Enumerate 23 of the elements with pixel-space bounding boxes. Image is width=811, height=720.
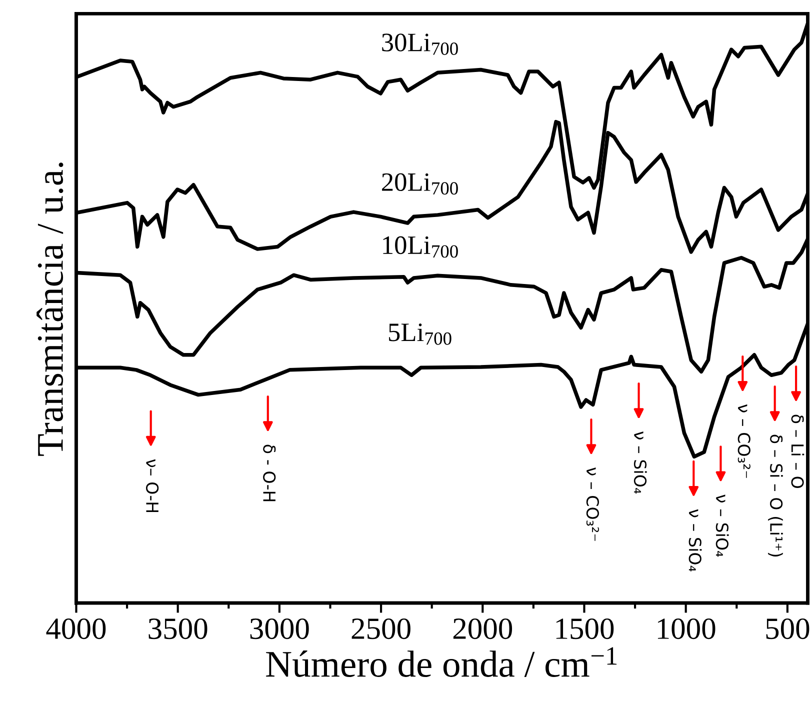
x-tick-label: 1000 [658,618,716,640]
x-tick-label: 2000 [453,618,512,640]
annotation: ν – SiO₄ [716,494,729,557]
annotation: ν – SiO₄ [688,509,702,572]
x-tick-label: 2500 [352,618,410,640]
series-label: 5Li$_{700}$ [388,324,452,345]
annotation: ν– O-H [146,459,159,512]
x-tick-label: 1500 [556,618,614,640]
x-axis-title: Número de onda / cm$^{−1}$ [266,647,617,677]
annotation: δ - O-H [263,444,276,502]
x-tick-label: 500 [766,618,810,640]
annotation: δ – Li – O [791,414,804,488]
x-tick-label: 3500 [148,618,208,640]
x-tick-label: 4000 [46,618,106,640]
series-label: 10Li$_{700}$ [383,236,458,258]
series-label: 30Li$_{700}$ [382,34,458,55]
annotation: ν – CO₃²⁻ [738,404,750,478]
annotation: ν – CO₃²⁻ [586,467,599,541]
y-axis-title: Transmitância / u.a. [36,162,64,456]
series-label: 20Li$_{700}$ [382,173,458,195]
annotation: δ – Si – O (Li¹⁺) [768,434,783,557]
x-tick-label: 3000 [250,618,309,640]
annotation: ν – SiO₄ [634,432,647,494]
